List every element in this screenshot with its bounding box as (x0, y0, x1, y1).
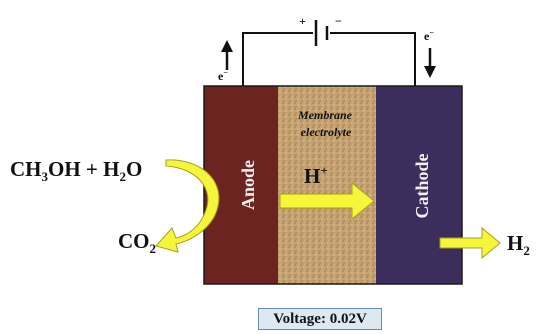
membrane-label-line2: electrolyte (301, 125, 352, 139)
electron-left-label: e− (218, 68, 228, 83)
electron-arrow-up-icon (221, 40, 233, 70)
fuel-input-label: CH3OH + H2O (10, 157, 142, 184)
wire-right (330, 32, 416, 86)
battery-minus-label: − (335, 14, 342, 28)
electron-right-label: e− (424, 28, 434, 43)
anode-label: Anode (238, 160, 258, 210)
cathode-label: Cathode (412, 153, 432, 218)
wire-left (242, 32, 313, 86)
proton-arrow-icon (279, 181, 375, 221)
hydrogen-arrow-icon (439, 226, 501, 260)
h2-output-label: H2 (507, 231, 530, 258)
battery-plus-label: + (299, 14, 306, 28)
cathode-electrode (376, 86, 462, 284)
co2-output-label: CO2 (118, 229, 156, 256)
external-circuit (242, 20, 416, 86)
voltage-readout: Voltage: 0.02V (258, 308, 382, 330)
fuel-curved-arrow-icon (155, 159, 220, 253)
electron-arrow-down-icon (424, 48, 436, 78)
membrane-electrolyte (278, 86, 376, 284)
membrane-label-line1: Membrane (297, 108, 353, 122)
proton-label: H+ (304, 163, 328, 188)
